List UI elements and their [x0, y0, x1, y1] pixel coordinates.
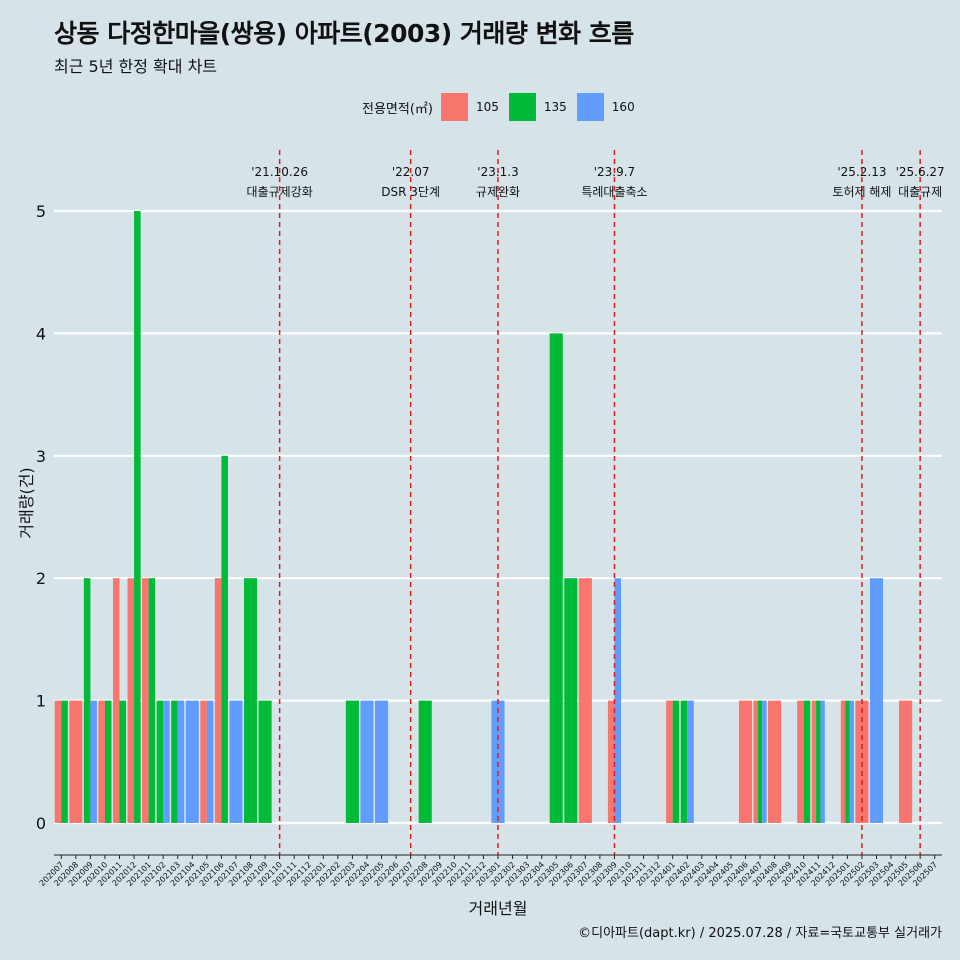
y-tick-label: 2 [36, 569, 46, 588]
legend-swatch-105 [440, 93, 468, 121]
legend-label-160: 160 [611, 100, 635, 114]
bar [243, 578, 258, 823]
bar [549, 333, 563, 823]
bar [564, 578, 578, 823]
legend-label-135: 135 [543, 100, 567, 114]
bar [578, 578, 592, 823]
bar [855, 700, 869, 823]
bar [163, 700, 170, 823]
chart-title: 상동 다정한마을(쌍용) 아파트(2003) 거래량 변화 흐름 [54, 19, 634, 48]
bar [803, 700, 811, 823]
y-tick-label: 4 [36, 324, 46, 343]
bar [768, 700, 782, 823]
bar [90, 700, 97, 823]
bar [345, 700, 359, 823]
event-label: 대출규제강화 [247, 185, 313, 199]
bar [156, 700, 164, 823]
y-tick-label: 5 [36, 202, 46, 221]
bar [666, 700, 673, 823]
bar [200, 700, 207, 823]
bar [687, 700, 694, 823]
bar [757, 700, 763, 823]
bar [214, 578, 222, 823]
bar [753, 700, 758, 823]
y-tick-label: 3 [36, 447, 46, 466]
bar [680, 700, 688, 823]
bar [104, 700, 112, 823]
bar [83, 578, 91, 823]
bar [229, 700, 243, 823]
event-date-label: '22.07 [392, 165, 430, 179]
bar [134, 211, 141, 823]
bar [607, 700, 615, 823]
y-tick-label: 0 [36, 814, 46, 833]
bar [177, 700, 185, 823]
event-date-label: '21.10.26 [251, 165, 308, 179]
bar [811, 700, 817, 823]
bar [491, 700, 505, 823]
bar [69, 700, 83, 823]
bar [418, 700, 432, 823]
bar [374, 700, 389, 823]
legend-title: 전용면적(㎡) [362, 101, 433, 117]
bar [816, 700, 821, 823]
bar [61, 700, 68, 823]
bar [127, 578, 135, 823]
event-date-label: '23.9.7 [594, 165, 635, 179]
bar [672, 700, 680, 823]
bar [98, 700, 105, 823]
event-label: DSR 3단계 [381, 185, 440, 199]
bar [762, 700, 767, 823]
event-label: 대출규제 [898, 185, 942, 199]
source-caption: ©디아파트(dapt.kr) / 2025.07.28 / 자료=국토교통부 실… [578, 926, 942, 941]
legend-item-135: 135 [508, 93, 567, 121]
y-tick-label: 1 [36, 692, 46, 711]
bar [738, 700, 753, 823]
bar [112, 578, 120, 823]
x-axis-title: 거래년월 [469, 899, 528, 918]
bar [185, 700, 199, 823]
bar [840, 700, 846, 823]
bar [221, 455, 228, 823]
event-label: 토허제 해제 [832, 185, 891, 199]
bar [171, 700, 178, 823]
bar [142, 578, 149, 823]
bar [849, 700, 854, 823]
y-axis-title: 거래량(건) [17, 467, 36, 538]
bar [899, 700, 913, 823]
bar [360, 700, 374, 823]
event-label: 규제완화 [476, 185, 520, 199]
bar [820, 700, 825, 823]
bar [869, 578, 884, 823]
bar [258, 700, 272, 823]
bar [119, 700, 127, 823]
legend-label-105: 105 [475, 100, 499, 114]
bar [148, 578, 156, 823]
bar [206, 700, 214, 823]
legend-item-105: 105 [440, 93, 499, 121]
legend-item-160: 160 [576, 93, 635, 121]
bar [614, 578, 622, 823]
legend-swatch-160 [576, 93, 604, 121]
bar [797, 700, 804, 823]
bar [845, 700, 850, 823]
event-date-label: '23.1.3 [477, 165, 518, 179]
event-date-label: '25.2.13 [837, 165, 886, 179]
bar [54, 700, 62, 823]
event-date-label: '25.6.27 [896, 165, 945, 179]
chart-subtitle: 최근 5년 한정 확대 차트 [54, 57, 218, 76]
legend: 전용면적(㎡) 105 135 160 [362, 92, 645, 122]
event-label: 특례대출축소 [581, 185, 647, 199]
legend-swatch-135 [508, 93, 536, 121]
